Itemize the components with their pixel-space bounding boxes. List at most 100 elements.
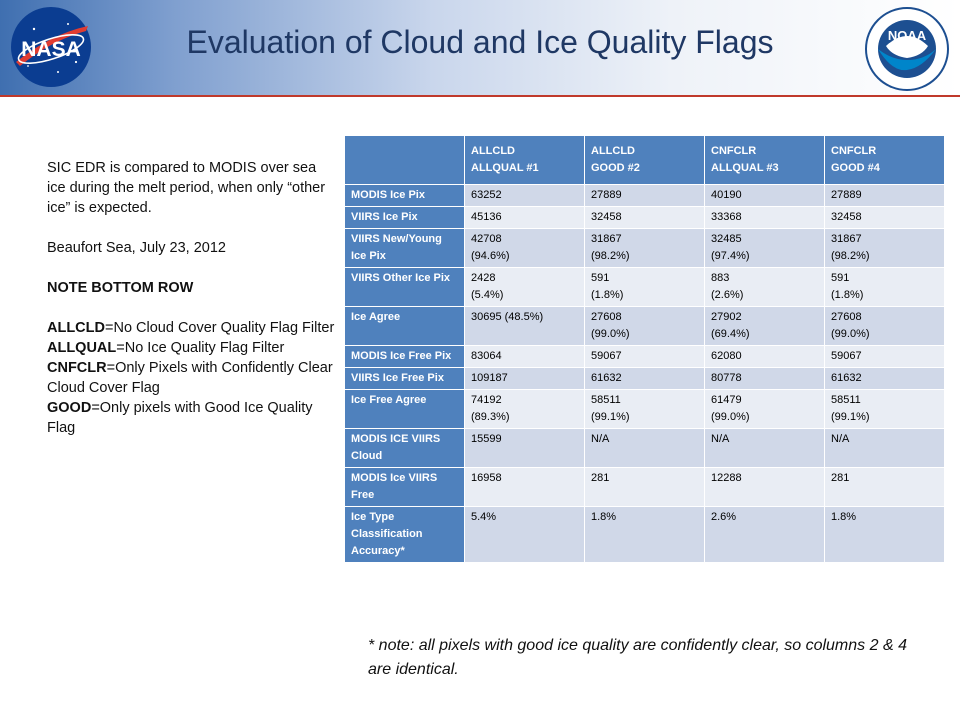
cell-value: 5.4% — [471, 511, 497, 523]
cell-value: 27608 — [591, 311, 622, 323]
table-row: VIIRS Other Ice Pix 2428 (5.4%) 591 (1.8%) 88… — [344, 267, 945, 307]
table-cell: 281 — [824, 467, 945, 507]
cell-value: 2.6% — [711, 511, 737, 523]
cell-value: N/A — [831, 433, 850, 445]
row-label: Ice Agree — [344, 306, 465, 346]
table-cell: 30695 (48.5%) — [464, 306, 585, 346]
cell-value: 31867 — [831, 233, 862, 245]
cell-value: (99.1%) — [591, 411, 630, 423]
column-header: ALLCLD ALLQUAL #1 — [464, 135, 585, 185]
definition-desc: =No Ice Quality Flag Filter — [116, 340, 285, 356]
cell-value: 16958 — [471, 472, 502, 484]
cell-value: 40190 — [711, 189, 742, 201]
row-label: VIIRS Ice Free Pix — [344, 367, 465, 390]
table-cell: 31867 (98.2%) — [824, 228, 945, 268]
cell-value: 45136 — [471, 211, 502, 223]
cell-value: 27889 — [591, 189, 622, 201]
table-cell: 59067 — [584, 345, 705, 368]
cell-value: 591 — [831, 272, 850, 284]
cell-value: 83064 — [471, 350, 502, 362]
cell-value: 42708 — [471, 233, 502, 245]
table-cell: 1.8% — [824, 506, 945, 563]
cell-value: 30695 (48.5%) — [471, 311, 544, 323]
cell-value: (1.8%) — [591, 289, 624, 301]
row-label: VIIRS New/Young Ice Pix — [344, 228, 465, 268]
table-cell: 58511 (99.1%) — [584, 389, 705, 429]
table-cell: 281 — [584, 467, 705, 507]
cell-value: (2.6%) — [711, 289, 744, 301]
cell-value: 281 — [831, 472, 850, 484]
intro-text: SIC EDR is compared to MODIS over sea ic… — [47, 160, 326, 216]
table-cell: 42708 (94.6%) — [464, 228, 585, 268]
cell-value: (99.0%) — [831, 328, 870, 340]
cell-value: 883 — [711, 272, 730, 284]
table-row: MODIS Ice VIIRS Free 16958 281 12288 281 — [344, 467, 945, 507]
table-cell: N/A — [704, 428, 825, 468]
cell-value: N/A — [711, 433, 730, 445]
table-cell: 32458 — [584, 206, 705, 229]
definition-good: GOOD=Only pixels with Good Ice Quality F… — [47, 398, 337, 438]
cell-value: 59067 — [591, 350, 622, 362]
table-row: Ice Free Agree 74192 (89.3%) 58511 (99.1%) 61… — [344, 389, 945, 429]
table-row: VIIRS Ice Pix 45136 32458 33368 32458 — [344, 206, 945, 229]
table-cell: 15599 — [464, 428, 585, 468]
table-cell: 2428 (5.4%) — [464, 267, 585, 307]
cell-value: 63252 — [471, 189, 502, 201]
definition-term: ALLQUAL — [47, 340, 117, 356]
table-body: MODIS Ice Pix 63252 27889 40190 27889 VIIRS I… — [344, 184, 945, 563]
cell-value: (99.0%) — [591, 328, 630, 340]
cell-value: 62080 — [711, 350, 742, 362]
definition-term: GOOD — [47, 400, 92, 416]
table-row: MODIS ICE VIIRS Cloud 15599 N/A N/A N/A — [344, 428, 945, 468]
table-cell: N/A — [584, 428, 705, 468]
cell-value: 1.8% — [591, 511, 617, 523]
definition-allcld: ALLCLD=No Cloud Cover Quality Flag Filte… — [47, 318, 337, 338]
cell-value: (98.2%) — [831, 250, 870, 262]
row-label: MODIS Ice Pix — [344, 184, 465, 207]
table-cell: N/A — [824, 428, 945, 468]
location-text: Beaufort Sea, July 23, 2012 — [47, 240, 226, 256]
table-cell: 33368 — [704, 206, 825, 229]
row-label: Ice Free Agree — [344, 389, 465, 429]
table-cell: 27889 — [584, 184, 705, 207]
noaa-logo-text: NOAA — [888, 28, 927, 43]
nasa-logo: NASA — [11, 7, 91, 87]
table-cell: 63252 — [464, 184, 585, 207]
cell-value: (99.1%) — [831, 411, 870, 423]
cell-value: (69.4%) — [711, 328, 750, 340]
cell-value: 1.8% — [831, 511, 857, 523]
definition-term: ALLCLD — [47, 320, 105, 336]
footnote: * note: all pixels with good ice quality… — [368, 637, 907, 678]
table-cell: 27608 (99.0%) — [824, 306, 945, 346]
column-header: ALLCLD GOOD #2 — [584, 135, 705, 185]
cell-value: 59067 — [831, 350, 862, 362]
cell-value: 281 — [591, 472, 610, 484]
cell-value: N/A — [591, 433, 610, 445]
definition-desc: =Only pixels with Good Ice Quality Flag — [47, 400, 313, 436]
nasa-logo-text: NASA — [21, 38, 81, 61]
table-cell: 32485 (97.4%) — [704, 228, 825, 268]
table-cell: 16958 — [464, 467, 585, 507]
quality-flag-table: ALLCLD ALLQUAL #1 ALLCLD GOOD #2 CNFCLR ALL… — [344, 135, 945, 563]
table-cell: 12288 — [704, 467, 825, 507]
table-cell: 31867 (98.2%) — [584, 228, 705, 268]
cell-value: 27889 — [831, 189, 862, 201]
description-panel: SIC EDR is compared to MODIS over sea ic… — [47, 158, 337, 438]
cell-value: 591 — [591, 272, 610, 284]
table-cell: 40190 — [704, 184, 825, 207]
table-cell: 45136 — [464, 206, 585, 229]
note-heading: NOTE BOTTOM ROW — [47, 280, 194, 296]
table-row: MODIS Ice Free Pix 83064 59067 62080 59067 — [344, 345, 945, 368]
cell-value: 32458 — [831, 211, 862, 223]
table-cell: 80778 — [704, 367, 825, 390]
cell-value: 74192 — [471, 394, 502, 406]
definition-term: CNFCLR — [47, 360, 107, 376]
table-cell: 883 (2.6%) — [704, 267, 825, 307]
cell-value: (99.0%) — [711, 411, 750, 423]
cell-value: (89.3%) — [471, 411, 510, 423]
cell-value: 32485 — [711, 233, 742, 245]
table-header-row: ALLCLD ALLQUAL #1 ALLCLD GOOD #2 CNFCLR ALL… — [344, 135, 945, 185]
column-header: CNFCLR GOOD #4 — [824, 135, 945, 185]
cell-value: 61632 — [591, 372, 622, 384]
table-cell: 5.4% — [464, 506, 585, 563]
